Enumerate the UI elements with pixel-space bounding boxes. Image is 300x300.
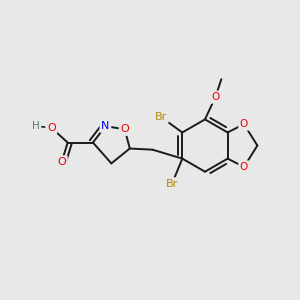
Text: O: O — [120, 124, 129, 134]
Text: O: O — [240, 119, 248, 129]
Text: Br: Br — [166, 179, 178, 189]
Text: N: N — [101, 121, 110, 131]
Text: H: H — [32, 121, 40, 130]
Text: Br: Br — [155, 112, 167, 122]
Text: O: O — [240, 162, 248, 172]
Text: O: O — [57, 157, 66, 167]
Text: O: O — [47, 123, 56, 133]
Text: O: O — [211, 92, 220, 102]
